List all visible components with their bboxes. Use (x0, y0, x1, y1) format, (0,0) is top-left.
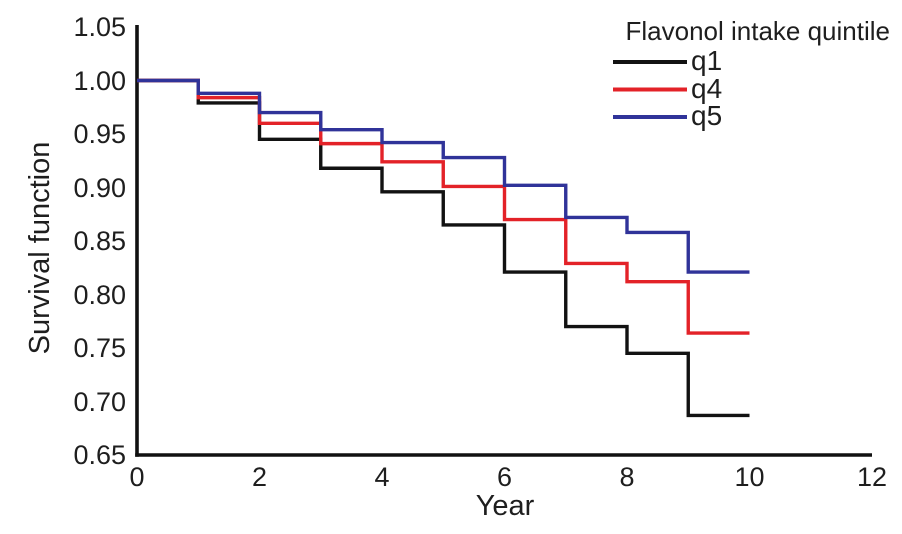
x-tick-label: 0 (129, 462, 145, 492)
series-q5-curve (137, 78, 750, 274)
series-q1-curve (137, 78, 750, 418)
y-tick-label: 0.80 (73, 279, 126, 310)
y-tick-label: 1.05 (73, 12, 126, 42)
y-tick-label: 0.85 (73, 226, 126, 256)
x-tick-label: 6 (496, 462, 513, 492)
x-tick-label: 8 (619, 462, 635, 492)
y-tick-label: 0.75 (73, 333, 126, 363)
y-tick-label: 0.95 (73, 119, 126, 149)
x-axis-title: Year (475, 490, 535, 522)
x-tick-label: 10 (734, 462, 765, 492)
legend-label-q4: q4 (691, 72, 723, 104)
x-tick-label: 12 (856, 462, 888, 492)
x-tick-label: 2 (251, 462, 268, 492)
legend-label-q1: q1 (691, 45, 723, 76)
x-tick-label: 4 (374, 462, 390, 492)
y-tick-label: 0.90 (73, 172, 126, 203)
y-tick-label: 0.65 (73, 440, 126, 470)
legend-label-q5: q5 (691, 100, 723, 131)
y-tick-label: 0.70 (73, 386, 126, 417)
y-tick-label: 1.00 (73, 65, 126, 96)
legend-title: Flavonol intake quintile (625, 16, 891, 46)
